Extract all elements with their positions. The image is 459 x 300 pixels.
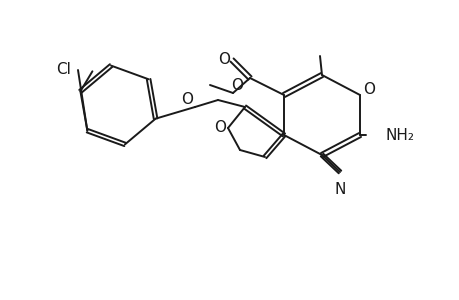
Text: O: O	[362, 82, 374, 98]
Text: O: O	[218, 52, 230, 67]
Text: O: O	[213, 119, 225, 134]
Text: O: O	[180, 92, 193, 106]
Text: N: N	[334, 182, 345, 197]
Text: O: O	[230, 79, 242, 94]
Text: NH₂: NH₂	[385, 128, 414, 142]
Text: Cl: Cl	[56, 62, 71, 77]
